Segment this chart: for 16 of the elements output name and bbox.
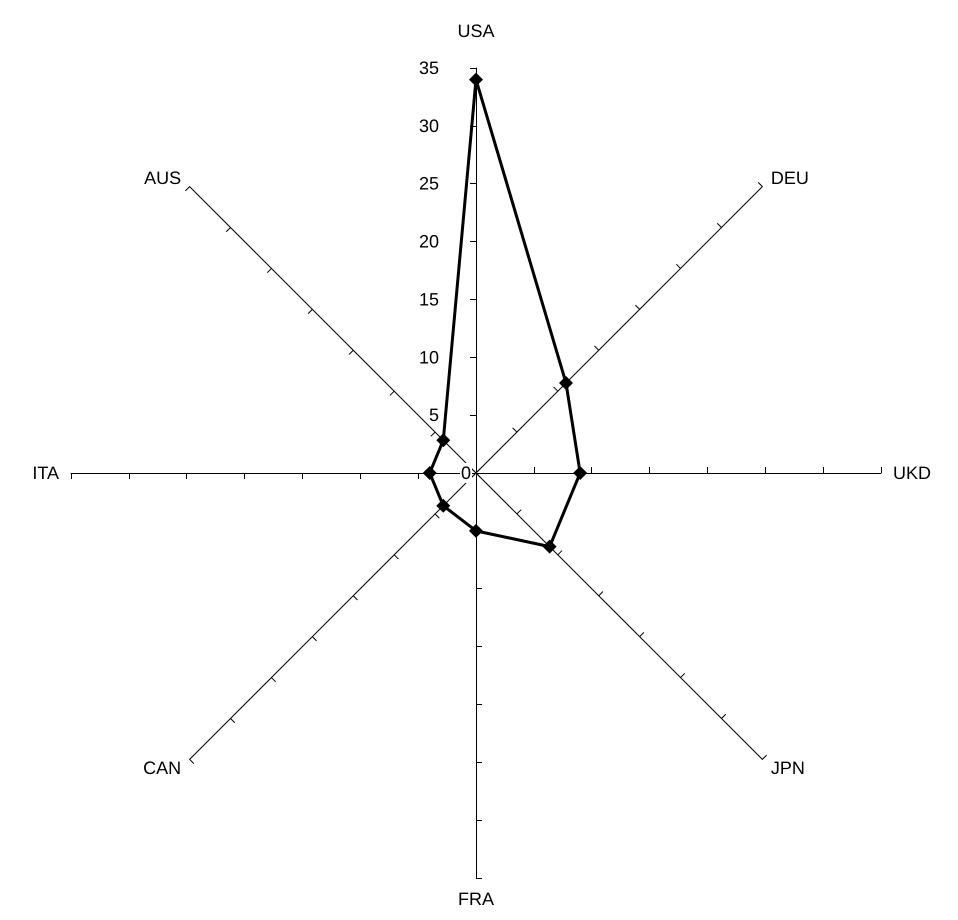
spoke-label: DEU [770,168,809,188]
y-tick-label: 0 [460,463,471,483]
y-tick-label: 35 [418,58,439,78]
spoke-label: AUS [144,168,182,188]
spoke-label: ITA [32,463,59,483]
y-tick-label: 10 [418,347,439,368]
spoke-label: CAN [143,758,182,778]
y-tick-label: 30 [418,116,439,136]
y-tick-label: 15 [418,289,439,310]
y-tick-label: 25 [418,174,439,194]
spoke-label: FRA [458,889,494,909]
spoke-label: UKD [893,463,932,483]
y-tick-label: 20 [418,232,439,252]
y-tick-label: 5 [428,405,439,426]
spoke-label: JPN [770,758,805,778]
spoke-label: USA [457,21,495,41]
